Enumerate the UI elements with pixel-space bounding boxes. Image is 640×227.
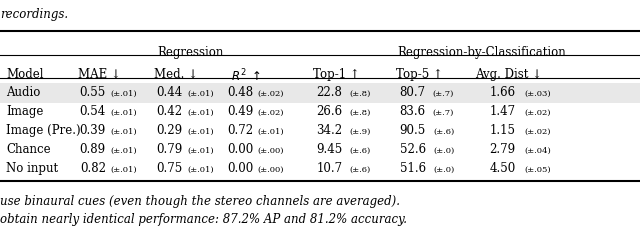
Text: Med. ↓: Med. ↓: [154, 68, 198, 81]
Text: (±.0): (±.0): [433, 165, 454, 173]
Text: (±.01): (±.01): [187, 109, 214, 116]
Text: 9.45: 9.45: [316, 143, 343, 155]
Text: 0.48: 0.48: [227, 86, 253, 99]
Text: (±.9): (±.9): [349, 127, 371, 135]
Text: 0.29: 0.29: [157, 124, 182, 137]
Text: 0.42: 0.42: [157, 105, 182, 118]
Text: 0.72: 0.72: [227, 124, 253, 137]
Text: (±.01): (±.01): [110, 109, 137, 116]
Text: 4.50: 4.50: [489, 162, 516, 175]
Text: (±.02): (±.02): [257, 109, 284, 116]
Text: (±.01): (±.01): [187, 90, 214, 98]
FancyBboxPatch shape: [0, 84, 640, 103]
Text: (±.01): (±.01): [110, 127, 137, 135]
Text: 1.15: 1.15: [490, 124, 515, 137]
Text: (±.6): (±.6): [349, 146, 371, 154]
Text: (±.6): (±.6): [349, 165, 371, 173]
Text: 0.49: 0.49: [227, 105, 253, 118]
Text: 83.6: 83.6: [400, 105, 426, 118]
Text: 1.66: 1.66: [490, 86, 515, 99]
Text: (±.01): (±.01): [257, 127, 284, 135]
Text: (±.02): (±.02): [257, 90, 284, 98]
Text: (±.0): (±.0): [433, 146, 454, 154]
Text: 52.6: 52.6: [400, 143, 426, 155]
Text: 0.89: 0.89: [80, 143, 106, 155]
Text: 2.79: 2.79: [490, 143, 515, 155]
Text: (±.01): (±.01): [110, 90, 137, 98]
Text: Top-1 ↑: Top-1 ↑: [312, 68, 360, 81]
Text: (±.7): (±.7): [433, 90, 454, 98]
Text: recordings.: recordings.: [0, 8, 68, 21]
Text: Audio: Audio: [6, 86, 41, 99]
Text: 0.79: 0.79: [156, 143, 183, 155]
Text: (±.00): (±.00): [257, 165, 284, 173]
Text: 51.6: 51.6: [400, 162, 426, 175]
Text: (±.04): (±.04): [524, 146, 551, 154]
Text: Image (Pre.): Image (Pre.): [6, 124, 81, 137]
Text: 0.55: 0.55: [79, 86, 106, 99]
Text: No input: No input: [6, 162, 58, 175]
Text: 22.8: 22.8: [317, 86, 342, 99]
Text: obtain nearly identical performance: 87.2% AP and 81.2% accuracy.: obtain nearly identical performance: 87.…: [0, 212, 407, 225]
Text: (±.6): (±.6): [433, 127, 454, 135]
Text: (±.8): (±.8): [349, 90, 371, 98]
Text: Chance: Chance: [6, 143, 51, 155]
Text: (±.7): (±.7): [433, 109, 454, 116]
Text: (±.02): (±.02): [524, 127, 551, 135]
Text: 0.00: 0.00: [227, 162, 253, 175]
Text: Image: Image: [6, 105, 44, 118]
Text: (±.01): (±.01): [110, 165, 137, 173]
Text: Regression-by-Classification: Regression-by-Classification: [397, 45, 566, 58]
Text: 0.44: 0.44: [156, 86, 183, 99]
Text: (±.00): (±.00): [257, 146, 284, 154]
Text: Regression: Regression: [157, 45, 223, 58]
Text: (±.05): (±.05): [524, 165, 551, 173]
Text: 0.39: 0.39: [79, 124, 106, 137]
Text: 0.54: 0.54: [79, 105, 106, 118]
Text: 0.75: 0.75: [156, 162, 183, 175]
Text: $R^2$ $\uparrow$: $R^2$ $\uparrow$: [232, 68, 261, 84]
Text: (±.01): (±.01): [110, 146, 137, 154]
Text: 0.00: 0.00: [227, 143, 253, 155]
Text: 80.7: 80.7: [400, 86, 426, 99]
Text: (±.01): (±.01): [187, 127, 214, 135]
Text: 10.7: 10.7: [317, 162, 342, 175]
Text: use binaural cues (even though the stereo channels are averaged).: use binaural cues (even though the stere…: [0, 194, 400, 207]
Text: 1.47: 1.47: [490, 105, 515, 118]
Text: Top-5 ↑: Top-5 ↑: [396, 68, 443, 81]
Text: 26.6: 26.6: [317, 105, 342, 118]
Text: MAE ↓: MAE ↓: [78, 68, 120, 81]
Text: (±.01): (±.01): [187, 165, 214, 173]
Text: 90.5: 90.5: [399, 124, 426, 137]
Text: (±.01): (±.01): [187, 146, 214, 154]
Text: 0.82: 0.82: [80, 162, 106, 175]
Text: (±.03): (±.03): [524, 90, 551, 98]
Text: (±.02): (±.02): [524, 109, 551, 116]
Text: Avg. Dist ↓: Avg. Dist ↓: [476, 68, 542, 81]
Text: 34.2: 34.2: [317, 124, 342, 137]
Text: Model: Model: [6, 68, 44, 81]
Text: (±.8): (±.8): [349, 109, 371, 116]
